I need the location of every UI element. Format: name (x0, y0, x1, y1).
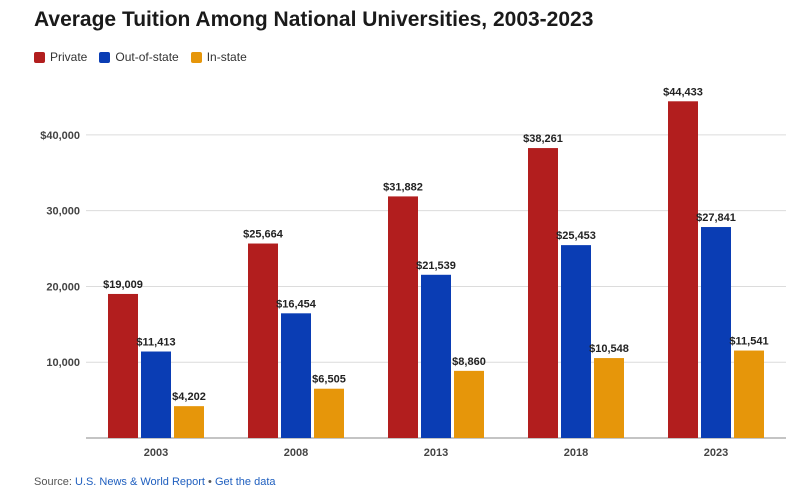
source-link[interactable]: U.S. News & World Report (74, 476, 205, 488)
bar-value-label: $6,505 (312, 374, 346, 386)
bar-in-state (734, 350, 764, 438)
bar-out-of-state (421, 274, 451, 438)
y-tick-label: 10,000 (46, 357, 80, 369)
source-separator: • (204, 476, 215, 488)
bar-value-label: $11,413 (136, 337, 175, 349)
y-tick-label: 30,000 (46, 206, 80, 218)
bar-in-state (454, 370, 484, 438)
bar-value-label: $31,882 (383, 181, 423, 193)
source-line: Source: U.S. News & World Report • Get t… (34, 476, 276, 488)
bar-value-label: $19,009 (103, 279, 143, 291)
x-tick-label: 2023 (704, 447, 728, 459)
bar-value-label: $25,453 (556, 230, 596, 242)
chart-title: Average Tuition Among National Universit… (34, 8, 594, 31)
legend-swatch-out-of-state (99, 51, 111, 63)
legend-swatch-private (34, 51, 45, 63)
bar-private (108, 293, 138, 438)
bar-private (388, 196, 418, 438)
bar-private (668, 101, 698, 438)
legend-label-in-state: In-state (206, 50, 247, 64)
bar-value-label: $27,841 (696, 212, 736, 224)
bar-private (528, 148, 558, 438)
legend-item-out-of-state: Out-of-state (99, 50, 179, 64)
bar-value-label: $25,664 (243, 229, 284, 241)
source-prefix: Source: (34, 476, 75, 488)
bar-value-label: $10,548 (589, 343, 629, 355)
bar-in-state (594, 358, 624, 438)
bar-value-label: $38,261 (523, 133, 563, 145)
bar-chart: 10,000 20,000 30,000 $40,000 $19,009 $11,413 $… (40, 86, 786, 459)
bar-out-of-state (701, 227, 731, 438)
bar-out-of-state (281, 313, 311, 438)
y-tick-label: 20,000 (46, 281, 80, 293)
x-tick-label: 2008 (284, 447, 308, 459)
x-tick-label: 2003 (144, 447, 168, 459)
bar-out-of-state (561, 245, 591, 438)
bar-private (248, 243, 278, 438)
bar-value-label: $16,454 (276, 298, 317, 310)
bar-value-label: $4,202 (172, 391, 206, 403)
bar-value-label: $8,860 (452, 356, 486, 368)
bar-out-of-state (141, 351, 171, 438)
legend-label-private: Private (50, 50, 88, 64)
bar-value-label: $11,541 (729, 336, 768, 348)
legend: Private Out-of-state In-state (34, 50, 247, 64)
legend-item-in-state: In-state (190, 50, 247, 64)
legend-label-out-of-state: Out-of-state (115, 50, 179, 64)
legend-swatch-in-state (190, 51, 202, 63)
y-tick-label: $40,000 (40, 130, 80, 142)
bar-in-state (314, 388, 344, 438)
get-the-data-link[interactable]: Get the data (214, 476, 276, 488)
legend-item-private: Private (34, 50, 87, 64)
bar-value-label: $44,433 (663, 86, 703, 98)
bar-in-state (174, 406, 204, 438)
x-tick-label: 2018 (564, 447, 588, 459)
x-tick-label: 2013 (424, 447, 448, 459)
bar-value-label: $21,539 (416, 260, 456, 272)
